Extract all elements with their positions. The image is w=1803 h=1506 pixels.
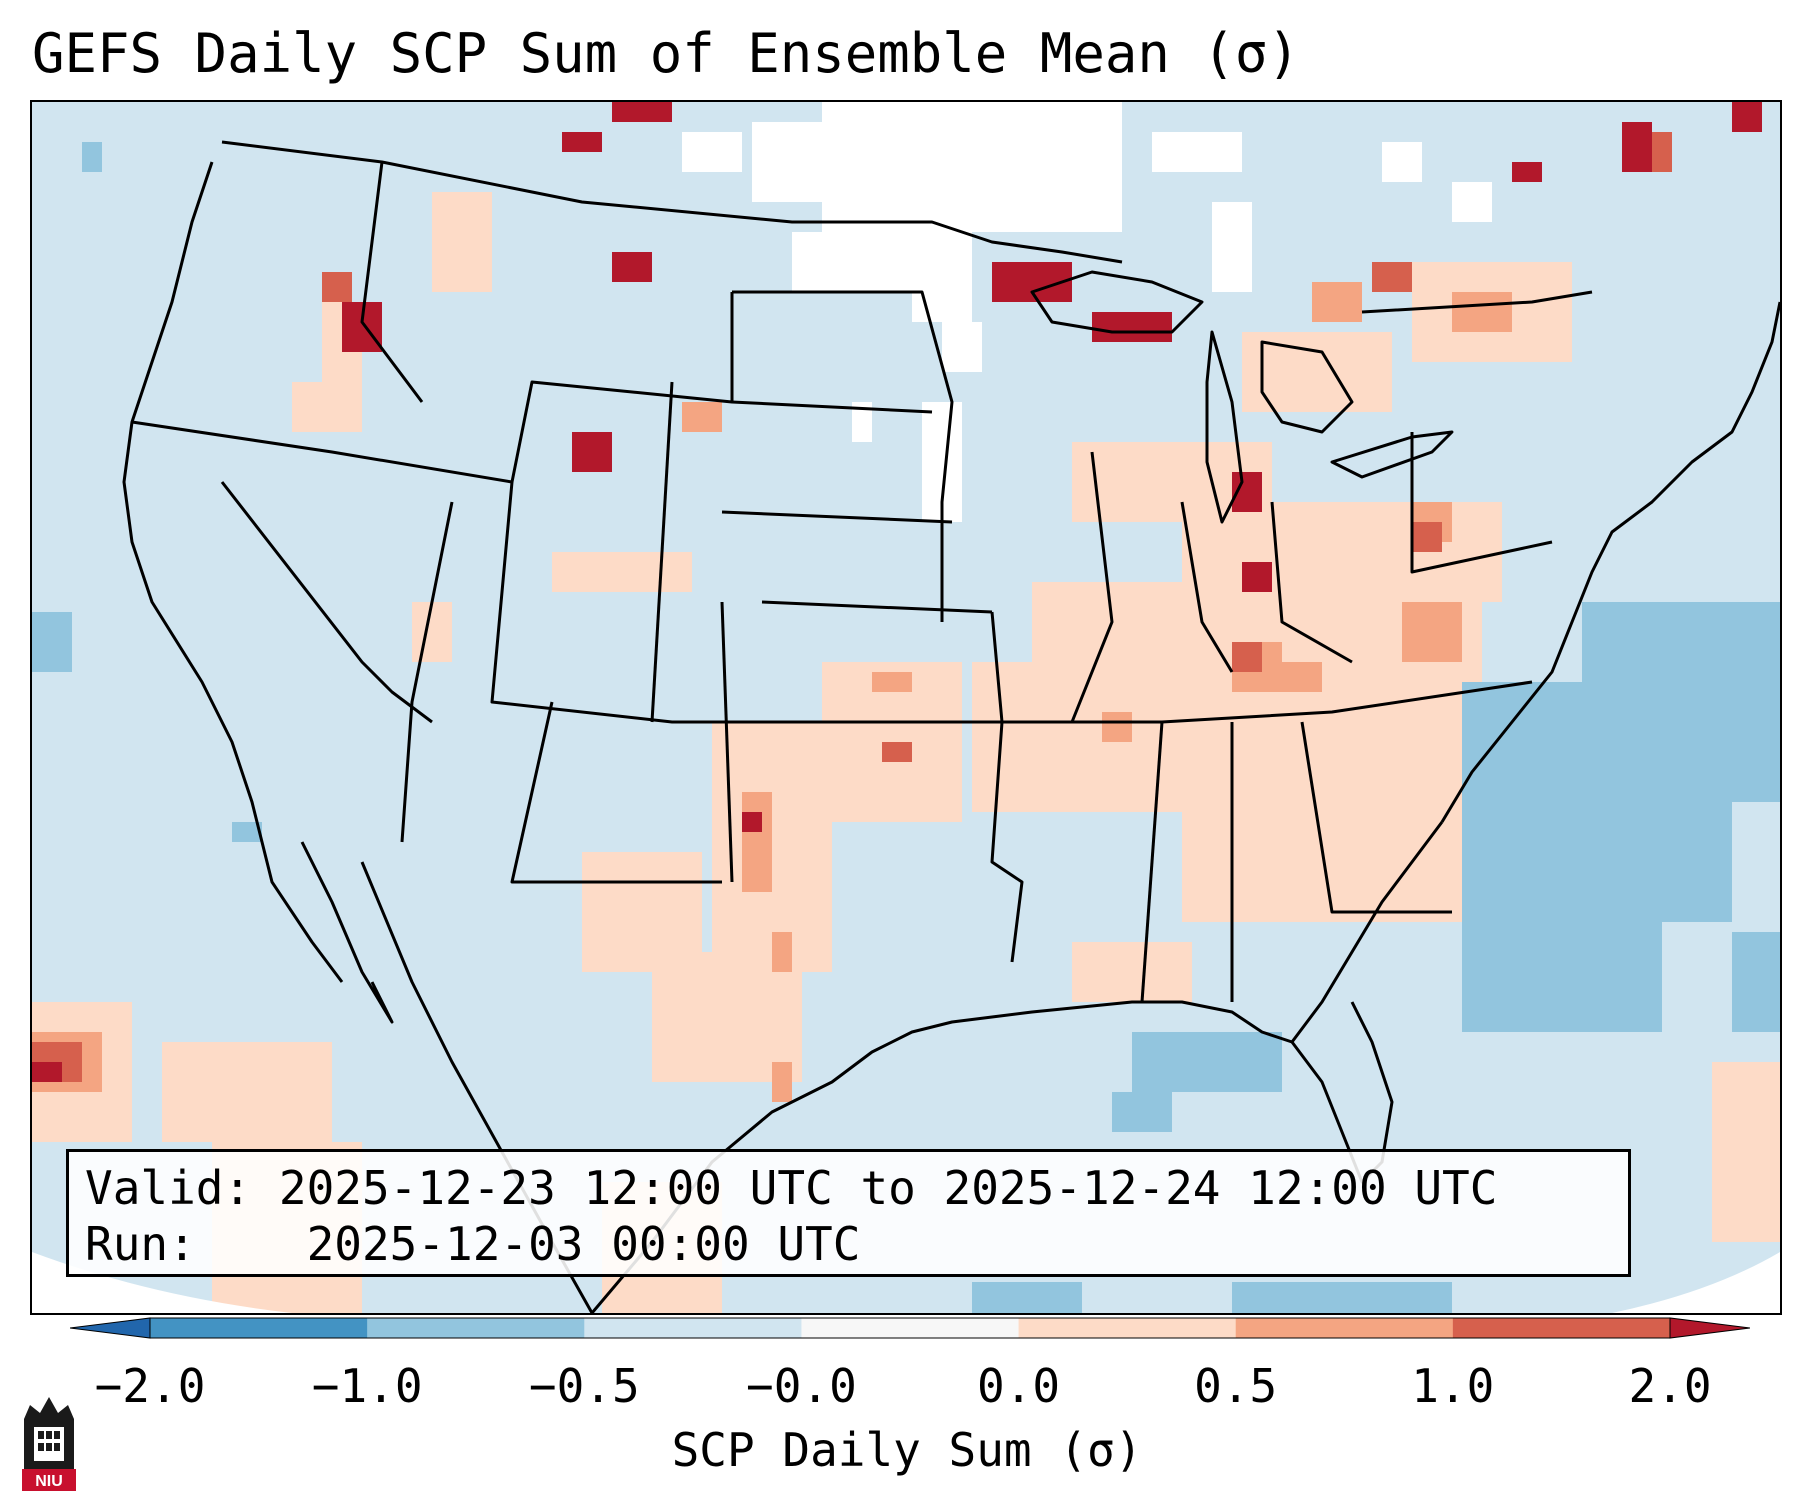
state-line-10 [731, 400, 933, 414]
valid-run-info-box: Valid: 2025-12-23 12:00 UTC to 2025-12-2… [66, 1149, 1631, 1277]
state-line-21 [1410, 432, 1553, 574]
colorbar-label: SCP Daily Sum (σ) [671, 1423, 1143, 1477]
run-row: Run: 2025-12-03 00:00 UTC [85, 1216, 1612, 1272]
run-label: Run: [85, 1217, 196, 1271]
negative-cells [32, 142, 1780, 1313]
colorbar-bin [801, 1318, 1020, 1338]
near-zero-patches [682, 102, 1492, 522]
niu-logo: NIU [22, 1397, 76, 1491]
colorbar-tick-label: −0.5 [528, 1359, 640, 1413]
state-line-5 [400, 501, 454, 843]
colorbar [70, 1317, 1750, 1339]
colorbar-tick-label: −0.0 [746, 1359, 857, 1413]
colorbar-tick-label: −1.0 [311, 1359, 423, 1413]
valid-value: 2025-12-23 12:00 UTC to 2025-12-24 12:00… [278, 1161, 1498, 1215]
state-line-2 [360, 161, 424, 403]
colorbar-frame [149, 1317, 1671, 1339]
state-line-12 [761, 600, 993, 614]
colorbar-bin [584, 1318, 802, 1338]
colorbar-over-arrow [1669, 1317, 1750, 1339]
colorbar-bin [150, 1318, 368, 1338]
state-line-13 [990, 611, 1024, 963]
state-line-22 [1361, 290, 1593, 314]
colorbar-bin [367, 1318, 585, 1338]
state-line-11 [721, 510, 953, 524]
east-coast [1440, 301, 1780, 823]
state-line-19 [1180, 501, 1234, 673]
colorbar-tick-label: 1.0 [1411, 1359, 1495, 1413]
baja-coast [300, 841, 394, 1024]
colorbar-tick-label: 0.0 [977, 1359, 1061, 1413]
state-line-8 [650, 381, 674, 723]
state-line-14 [992, 680, 1533, 724]
colorbar-under-arrow [70, 1317, 151, 1339]
projection-corner-left [32, 1252, 292, 1313]
state-line-17 [1300, 721, 1452, 914]
colorbar-tick-label: 2.0 [1628, 1359, 1712, 1413]
state-line-15 [1140, 721, 1164, 1003]
map-panel [30, 100, 1782, 1315]
state-line-6 [510, 701, 722, 884]
great-lakes-superior [1030, 270, 1204, 334]
state-line-9 [732, 290, 954, 622]
great-lakes-erie [1330, 430, 1454, 479]
colorbar-bin [1018, 1318, 1237, 1338]
state-line-1 [131, 292, 734, 484]
colorbar-bin [1452, 1318, 1671, 1338]
valid-row: Valid: 2025-12-23 12:00 UTC to 2025-12-2… [85, 1160, 1612, 1216]
west-coastline [122, 161, 344, 983]
state-line-4 [490, 481, 1072, 724]
logo-text: NIU [35, 1473, 63, 1490]
map-title: GEFS Daily SCP Sum of Ensemble Mean (σ) [32, 22, 1300, 85]
run-value: 2025-12-03 00:00 UTC [306, 1217, 861, 1271]
great-lakes-huron [1260, 340, 1354, 434]
colorbar-tick-label: 0.5 [1194, 1359, 1278, 1413]
map-outlines [122, 140, 1780, 1313]
us-canada-border [221, 140, 1123, 264]
great-lakes-michigan [1205, 330, 1244, 524]
scp-map [32, 102, 1780, 1313]
state-line-7 [720, 601, 734, 883]
gulf-coast [590, 821, 1444, 1313]
state-line-18 [1070, 451, 1114, 723]
state-line-3 [220, 481, 433, 724]
colorbar-bins [150, 1318, 1671, 1338]
state-line-20 [1270, 501, 1353, 664]
max-positive-cells [32, 102, 1762, 1082]
colorbar-bin [1235, 1318, 1454, 1338]
colorbar-tick-label: −2.0 [94, 1359, 206, 1413]
projection-corner-right [1612, 1252, 1780, 1313]
valid-label: Valid: [85, 1161, 252, 1215]
